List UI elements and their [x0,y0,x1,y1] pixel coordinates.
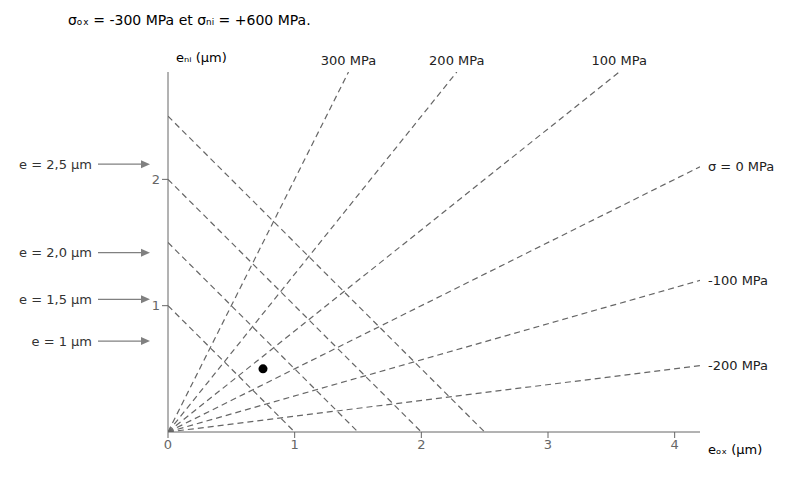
svg-text:e = 2,0 μm: e = 2,0 μm [19,245,92,260]
svg-text:eₒₓ (μm): eₒₓ (μm) [708,442,762,457]
svg-text:1: 1 [152,298,160,313]
svg-text:200 MPa: 200 MPa [429,53,484,68]
svg-text:e = 1,5 μm: e = 1,5 μm [19,292,92,307]
svg-text:100 MPa: 100 MPa [592,53,647,68]
svg-text:-100 MPa: -100 MPa [708,273,768,288]
svg-text:eₙᵢ (μm): eₙᵢ (μm) [176,50,227,65]
svg-text:300 MPa: 300 MPa [321,53,376,68]
svg-text:2: 2 [417,437,425,452]
html-text:σₒₓ = -300 MPa et σₙᵢ = +600 M: σₒₓ = -300 MPa et σₙᵢ = +600 MPa. [68,12,311,28]
svg-text:e = 1 μm: e = 1 μm [32,334,93,349]
svg-text:1: 1 [291,437,299,452]
svg-text:2: 2 [152,172,160,187]
svg-text:4: 4 [671,437,679,452]
svg-text:σ = 0 MPa: σ = 0 MPa [708,159,774,174]
svg-text:3: 3 [544,437,552,452]
svg-text:e = 2,5 μm: e = 2,5 μm [19,157,92,172]
svg-text:0: 0 [164,437,172,452]
svg-text:-200 MPa: -200 MPa [708,358,768,373]
